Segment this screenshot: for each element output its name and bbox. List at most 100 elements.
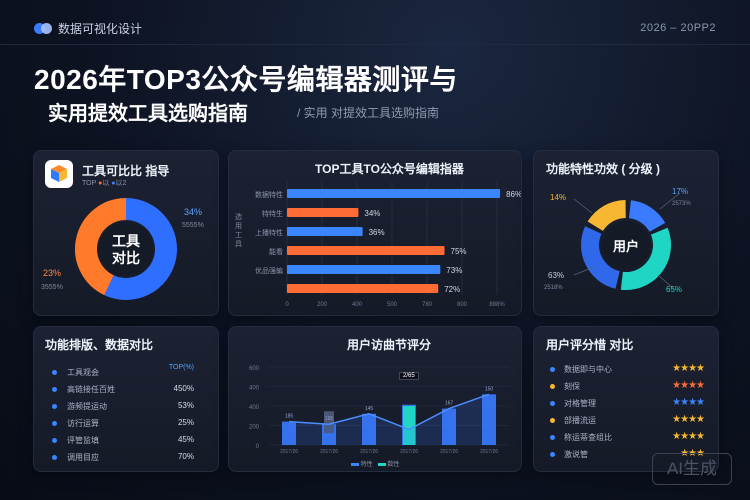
donut-center-label: 工具 对比 (98, 233, 154, 267)
row-value: 450% (173, 384, 194, 393)
list-item[interactable]: 刻保 ★★★★ (534, 380, 718, 395)
bar-value-label: 73% (446, 266, 462, 275)
list-item[interactable]: 称运蒂查组比 ★★★★ (534, 431, 718, 446)
card-title: 功能排版、数据对比 (45, 338, 154, 352)
ring-slice (587, 200, 627, 232)
top-bar: 数据可视化设计 2026 – 20PP2 (0, 0, 750, 45)
donut-slice (75, 198, 127, 296)
column-header: TOP(%) (168, 364, 194, 371)
ring-hole (602, 221, 650, 269)
row-label: 部播流运 (564, 416, 596, 425)
table-row[interactable]: 访行运算 25% (34, 417, 218, 432)
combo-legend: 特性 数性 (351, 459, 399, 468)
leader-line (573, 198, 593, 214)
star-rating-icon: ★★★★ (672, 397, 705, 408)
legend-item: 数性 (387, 462, 400, 468)
row-dot (52, 370, 57, 375)
bar-value-label: 75% (451, 247, 467, 256)
leader-line (573, 266, 595, 276)
table-row[interactable]: 评管监填 45% (34, 434, 218, 449)
star-rating-icon: ★★★★ (672, 363, 705, 374)
table-row[interactable]: 高链接任百姓 450% (34, 383, 218, 398)
bar (287, 227, 363, 236)
star-rating-icon: ★★★★ (672, 380, 705, 391)
y-tick-label: 200 (249, 425, 260, 431)
x-tick-label: 888% (489, 302, 505, 308)
slice-label: 23% (43, 268, 62, 278)
callout-label: 2/65 (399, 372, 419, 380)
y-tick-label: 400 (249, 405, 260, 411)
user-rating-chart-card[interactable]: 用户访曲节评分 600 400 400 200 0 185 2017/26 195 2017/2… (228, 326, 522, 472)
feature-efficacy-card[interactable]: 功能特性功效 ( 分级 ) 用户 14% 17% 2573% 63% 2518%… (533, 150, 719, 316)
bar (442, 408, 456, 445)
row-dot (52, 387, 57, 392)
category-label: 优品强編 (255, 266, 283, 275)
x-tick-label: 2017/26 (360, 449, 378, 455)
y-axis-label: 选用工具 (235, 214, 242, 248)
x-tick-label: 2017/26 (480, 449, 498, 455)
row-label: 评管监填 (67, 436, 99, 445)
row-dot (52, 455, 57, 460)
bar-value-label: 36% (369, 228, 385, 237)
row-dot (550, 452, 555, 457)
row-label: 称运蒂查组比 (564, 433, 612, 442)
card-title: TOP工具TO公众号编辑指器 (315, 162, 464, 176)
tool-compare-card[interactable]: 工具可比比 指导 TOP ●以 ●以2 工具 对比 34% 5555% 23% … (33, 150, 219, 316)
bar-value-label: 86% (506, 190, 521, 199)
leader-line (659, 192, 681, 210)
score-list: 数据即与中心 ★★★★ 刻保 ★★★★ 对格管理 ★★★★ 部播流运 ★★★★ … (534, 361, 718, 465)
card-title: 工具可比比 指导 (82, 164, 170, 178)
legend-item: 以2 (115, 180, 127, 187)
y-tick-label: 0 (256, 444, 260, 450)
list-item[interactable]: 部播流运 ★★★★ (534, 414, 718, 429)
bar-value-label: 167 (445, 401, 454, 407)
user-score-card[interactable]: 用户评分惜 对比 数据即与中心 ★★★★ 刻保 ★★★★ 对格管理 ★★★★ 部… (533, 326, 719, 472)
brand-name: 数据可视化设计 (58, 22, 143, 36)
slice-sublabel: 3555% (41, 284, 63, 291)
brand[interactable]: 数据可视化设计 (34, 20, 142, 37)
legend-item: 以 (102, 180, 110, 187)
row-dot (550, 384, 555, 389)
row-value: 70% (177, 452, 194, 461)
x-tick-label: 2017/26 (400, 449, 418, 455)
list-item[interactable]: 数据即与中心 ★★★★ (534, 363, 718, 378)
category-label: 上播特性 (255, 228, 283, 237)
app-icon (45, 160, 73, 188)
bar-value-label: 145 (365, 406, 374, 412)
legend-item: 特性 (360, 462, 373, 468)
bar (287, 189, 501, 198)
x-tick-label: 500 (387, 302, 398, 308)
feature-layout-card[interactable]: 功能排版、数据对比 工具观会 高链接任百姓 450% 游频提运动 53% 访行运… (33, 326, 219, 472)
feature-list: 工具观会 高链接任百姓 450% 游频提运动 53% 访行运算 25% 评管监填… (34, 363, 218, 463)
trend-line (288, 393, 490, 431)
row-label: 工具观会 (67, 368, 99, 377)
top-tools-bar-card[interactable]: TOP工具TO公众号编辑指器 选用工具 86% 数据特性 34% 特特生 36% 上播特性… (228, 150, 522, 316)
y-tick-label: 600 (249, 366, 260, 372)
center-line: 对比 (112, 250, 140, 266)
row-label: 游频提运动 (67, 402, 107, 411)
ring-slice (628, 200, 666, 233)
center-line: 工具 (112, 233, 140, 249)
bar (324, 411, 334, 434)
legend-item: TOP (82, 180, 97, 187)
ring-slice (620, 227, 671, 290)
row-dot (550, 367, 555, 372)
brand-logo-icon (34, 22, 52, 35)
bar (282, 421, 296, 445)
table-row[interactable]: 游频提运动 53% (34, 400, 218, 415)
x-tick-label: 780 (422, 302, 433, 308)
bar (287, 284, 439, 293)
x-tick-label: 800 (457, 302, 468, 308)
bar-value-label: 150 (485, 386, 494, 392)
row-label: 高链接任百姓 (67, 385, 115, 394)
row-dot (550, 401, 555, 406)
bar-value-label: 195 (325, 416, 334, 422)
bar-value-label: 72% (444, 285, 460, 294)
star-rating-icon: ★★★★ (672, 431, 705, 442)
table-row[interactable]: 工具观会 (34, 366, 218, 381)
card-title: 功能特性功效 ( 分级 ) (546, 162, 660, 176)
x-tick-label: 2017/26 (440, 449, 458, 455)
donut-chart (75, 198, 177, 300)
table-row[interactable]: 调用目应 70% (34, 451, 218, 466)
list-item[interactable]: 对格管理 ★★★★ (534, 397, 718, 412)
